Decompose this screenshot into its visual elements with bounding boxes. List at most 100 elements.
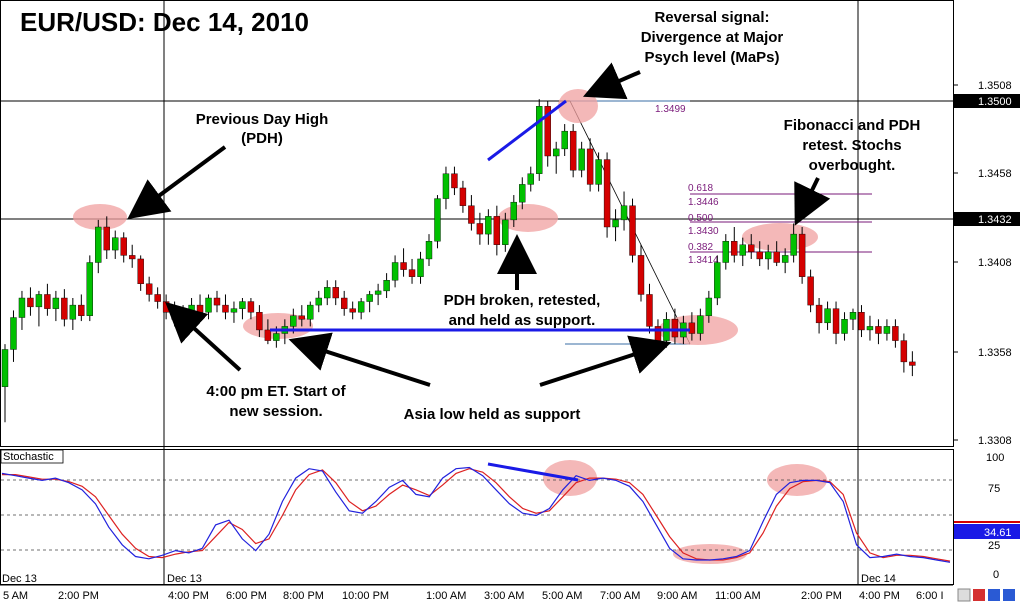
arrow-to-pdh: [127, 145, 227, 220]
candle-body: [222, 304, 229, 313]
candle-body: [781, 255, 789, 263]
price-divergence-line: [487, 99, 567, 162]
candle-body: [569, 130, 577, 171]
candle-body: [196, 304, 204, 313]
candle-body: [858, 312, 865, 331]
stoch-d-marker: [954, 521, 1020, 523]
candle-body: [578, 148, 585, 171]
stoch-current-label: 34.61: [984, 527, 1012, 539]
candle-body: [366, 294, 373, 302]
time-label: 10:00 PM: [342, 590, 389, 602]
time-label: 6:00 I: [916, 590, 944, 602]
current-price-box: [954, 94, 1020, 108]
candle-body: [290, 315, 297, 327]
candle-body: [739, 244, 746, 256]
reversal-highlight: [558, 89, 598, 123]
candle-body: [341, 297, 348, 309]
chart-title: EUR/USD: Dec 14, 2010: [20, 7, 309, 37]
time-label: 2:00 PM: [58, 590, 99, 602]
candle-body: [731, 240, 738, 256]
fib-annotation-line2: retest. Stochs: [802, 137, 901, 154]
time-label: 5:00 AM: [542, 590, 582, 602]
time-label: 1:00 AM: [426, 590, 466, 602]
fib-382-value: 1.3414: [688, 255, 719, 266]
stoch-axis: 100 75 25 0 34.61: [954, 452, 1020, 581]
pdh-broken-annotation-line2: and held as support.: [449, 312, 596, 329]
candle-body: [883, 326, 891, 334]
zoom-icon[interactable]: [988, 589, 1000, 601]
candle-body: [815, 304, 823, 324]
pdh-annotation-line1: Previous Day High: [196, 111, 329, 128]
candle-body: [61, 297, 68, 320]
candle-body: [705, 297, 713, 316]
candle-body: [756, 251, 763, 260]
candle-body: [866, 326, 874, 331]
candle-body: [332, 287, 339, 299]
fib-annotation-line3: overbought.: [809, 157, 896, 174]
candle-body: [120, 237, 127, 256]
time-label: 11:00 AM: [715, 590, 761, 602]
price-tick-label: 1.3358: [978, 347, 1012, 359]
fibonacci-levels: 1.3499 0.618 1.3446 0.500 1.3430 0.382 1…: [565, 100, 872, 345]
candle-body: [44, 294, 51, 309]
candle-body: [18, 297, 26, 318]
candlestick-series: [1, 99, 916, 423]
arrow-to-fib: [794, 177, 831, 226]
candle-body: [765, 251, 772, 260]
candle-body: [307, 304, 314, 320]
stoch-current-box: [954, 524, 1020, 539]
candle-body: [273, 333, 280, 341]
stochastic-series: [1, 466, 951, 563]
candle-body: [205, 297, 212, 313]
candle-body: [646, 294, 653, 327]
stoch-overbought-highlight: [767, 464, 827, 496]
time-label: 6:00 PM: [226, 590, 267, 602]
price-panel-frame: [0, 0, 954, 447]
candle-body: [832, 308, 840, 334]
candle-body: [586, 148, 594, 185]
annotation-arrows: [127, 62, 831, 387]
time-label: 2:00 PM: [801, 590, 842, 602]
candle-body: [697, 315, 704, 334]
candle-body: [637, 255, 645, 295]
time-label: 9:00 AM: [657, 590, 697, 602]
candle-body: [493, 216, 501, 245]
pdh-annotation-line2: (PDH): [241, 130, 283, 147]
candle-body: [502, 219, 509, 245]
candle-body: [849, 312, 857, 320]
candle-body: [383, 280, 390, 292]
candle-body: [536, 106, 543, 174]
fib-annotation-line1: Fibonacci and PDH: [784, 117, 921, 134]
stoch-tick-label: 75: [988, 483, 1000, 495]
candle-body: [52, 297, 60, 309]
time-label: 5 AM: [3, 590, 28, 602]
reversal-annotation-line1: Reversal signal:: [654, 9, 769, 26]
scroll-left-icon[interactable]: [957, 588, 971, 602]
candle-body: [264, 329, 272, 341]
pdh-price-label: 1.3432: [978, 214, 1012, 226]
candle-body: [103, 226, 110, 251]
back-icon[interactable]: [973, 589, 985, 601]
arrow-to-reversal: [582, 62, 641, 100]
candle-body: [1, 349, 9, 387]
candle-body: [612, 219, 619, 228]
date-label: Dec 14: [861, 573, 896, 585]
fib-high-label: 1.3499: [655, 104, 686, 115]
candle-body: [629, 205, 636, 256]
candle-body: [137, 258, 144, 285]
fib-500-label: 0.500: [688, 213, 713, 224]
candle-body: [27, 297, 34, 308]
candle-body: [620, 205, 628, 221]
candle-body: [688, 322, 696, 334]
candle-body: [892, 326, 899, 341]
candle-body: [434, 198, 441, 242]
date-label: Dec 13: [2, 573, 37, 585]
annotation-texts: Previous Day High (PDH) Reversal signal:…: [196, 9, 921, 423]
help-icon[interactable]: [1003, 589, 1015, 601]
stoch-d-line: [2, 468, 951, 562]
pdh-highlight: [73, 204, 127, 230]
candle-body: [824, 308, 831, 324]
fib-618-value: 1.3446: [688, 197, 719, 208]
candle-body: [112, 237, 119, 251]
